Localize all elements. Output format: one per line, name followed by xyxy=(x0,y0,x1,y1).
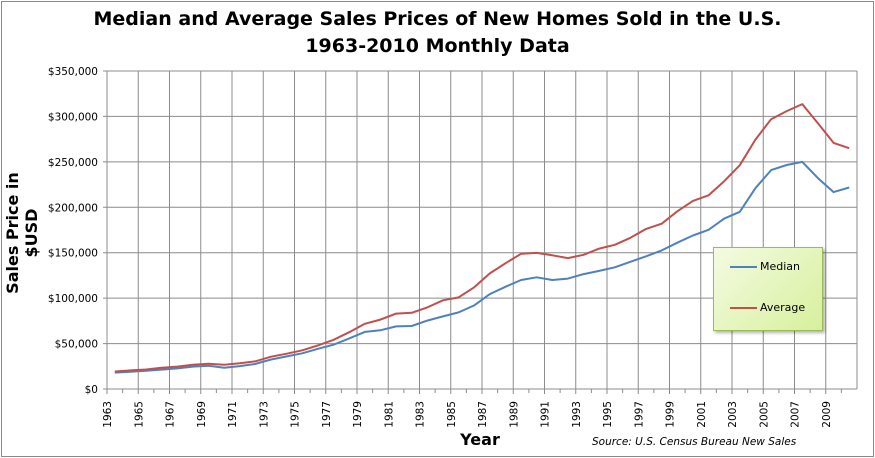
x-tick-label: 1985 xyxy=(446,401,458,428)
y-tick-label: $150,000 xyxy=(48,248,98,260)
x-tick-label: 2009 xyxy=(821,401,833,428)
x-tick-label: 1989 xyxy=(508,401,520,428)
x-tick-label: 2001 xyxy=(696,401,708,428)
x-tick-label: 1999 xyxy=(665,401,677,428)
x-tick-label: 1993 xyxy=(571,401,583,428)
x-tick-label: 1979 xyxy=(352,401,364,428)
x-tick-label: 1997 xyxy=(633,401,645,428)
legend-swatch xyxy=(730,265,757,268)
x-tick-label: 1975 xyxy=(290,401,302,428)
legend-swatch xyxy=(730,306,757,309)
y-tick-label: $300,000 xyxy=(48,111,98,123)
legend-item-median: Median xyxy=(730,260,800,273)
x-axis-label: Year xyxy=(460,430,500,449)
x-tick-label: 1967 xyxy=(165,401,177,428)
chart-subtitle: 1963-2010 Monthly Data xyxy=(305,35,570,57)
x-tick-label: 1963 xyxy=(102,401,114,428)
legend-label: Median xyxy=(760,260,801,273)
legend-item-average: Average xyxy=(730,301,805,314)
x-tick-label: 1965 xyxy=(133,401,145,428)
x-tick-label: 1987 xyxy=(477,401,489,428)
x-tick-label: 1969 xyxy=(196,401,208,428)
y-tick-label: $350,000 xyxy=(48,66,98,78)
x-tick-label: 1991 xyxy=(540,401,552,428)
x-tick-label: 2005 xyxy=(758,401,770,428)
chart-title: Median and Average Sales Prices of New H… xyxy=(93,8,782,30)
y-tick-label: $50,000 xyxy=(55,339,98,351)
series-line-median xyxy=(114,160,850,374)
x-tick-label: 2007 xyxy=(790,401,802,428)
x-tick-label: 1973 xyxy=(258,401,270,428)
x-tick-label: 1981 xyxy=(383,401,395,428)
y-tick-label: $200,000 xyxy=(48,202,98,214)
y-tick-label: $250,000 xyxy=(48,157,98,169)
y-tick-label: $100,000 xyxy=(48,293,98,305)
x-tick-label: 1977 xyxy=(321,401,333,428)
source-note: Source: U.S. Census Bureau New Sales xyxy=(592,436,797,448)
y-tick-label: $0 xyxy=(85,384,98,396)
legend-label: Average xyxy=(760,301,806,314)
x-tick-label: 2003 xyxy=(727,401,739,428)
x-tick-label: 1971 xyxy=(227,401,239,428)
series-line-average xyxy=(114,103,850,373)
x-tick-label: 1983 xyxy=(415,401,427,428)
legend: Median Average xyxy=(713,247,823,331)
x-tick-label: 1995 xyxy=(602,401,614,428)
